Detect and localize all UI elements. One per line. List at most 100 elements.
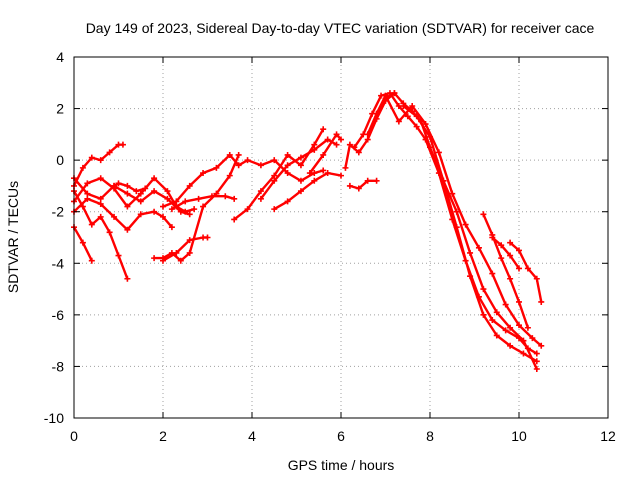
data-point <box>195 195 202 202</box>
data-point <box>213 190 220 197</box>
data-point <box>231 195 238 202</box>
y-tick-label: 0 <box>56 152 64 168</box>
data-point <box>244 157 251 164</box>
data-point <box>320 126 327 133</box>
series-arc-e <box>71 188 131 282</box>
data-point <box>311 177 318 184</box>
data-point <box>271 157 278 164</box>
series-line <box>273 171 343 211</box>
data-point <box>529 335 536 342</box>
data-point <box>151 175 158 182</box>
data-point <box>364 131 371 138</box>
series-line <box>232 127 325 221</box>
data-point <box>320 151 327 158</box>
data-point <box>507 342 514 349</box>
data-point <box>480 211 487 218</box>
data-point <box>516 322 522 329</box>
series-arc-v <box>489 234 522 272</box>
data-point <box>462 221 469 228</box>
y-axis-label: SDTVAR / TECUs <box>5 181 21 293</box>
data-point <box>119 141 126 148</box>
data-point <box>137 198 144 205</box>
data-point <box>97 200 104 207</box>
series-arc-k <box>160 234 211 264</box>
data-point <box>124 275 131 282</box>
data-point <box>373 177 380 184</box>
data-point <box>151 188 158 195</box>
data-point <box>435 149 442 156</box>
data-point <box>467 249 474 256</box>
series-arc-c <box>71 175 198 215</box>
data-point <box>271 206 278 213</box>
series-arc-o <box>306 131 344 177</box>
data-point <box>111 182 118 189</box>
series-arc-n <box>271 170 344 213</box>
series-arc-t <box>400 102 540 365</box>
data-point <box>124 190 131 197</box>
series-line <box>152 153 240 262</box>
data-point <box>498 242 505 249</box>
series-line <box>161 153 325 208</box>
series-line <box>353 91 538 355</box>
data-point <box>97 195 104 202</box>
data-point <box>222 193 229 200</box>
data-point <box>106 229 113 236</box>
data-point <box>124 182 131 189</box>
data-point <box>226 151 233 158</box>
data-point <box>79 164 86 171</box>
data-point <box>507 252 514 259</box>
axis-ticks: 0 2 4 6 8 10 12 -10 -8 -6 -4 -2 0 2 4 <box>44 49 616 444</box>
data-point <box>106 149 113 156</box>
y-tick-label: -4 <box>52 255 65 271</box>
data-point <box>480 286 487 293</box>
data-point <box>226 172 233 179</box>
data-point <box>231 216 238 223</box>
data-point <box>520 350 527 357</box>
data-point <box>284 151 291 158</box>
data-point <box>186 182 193 189</box>
data-point <box>516 247 522 254</box>
data-point <box>324 170 331 177</box>
x-axis-label: GPS time / hours <box>288 457 395 473</box>
series-arc-j <box>151 151 242 264</box>
data-point <box>489 317 496 324</box>
data-point <box>364 136 371 143</box>
data-point <box>409 102 416 109</box>
data-point <box>346 182 353 189</box>
data-point <box>520 337 527 344</box>
x-tick-label: 4 <box>248 428 256 444</box>
data-point <box>84 180 91 187</box>
data-point <box>173 198 180 205</box>
data-point <box>502 301 509 308</box>
data-point <box>271 172 278 179</box>
data-point <box>173 249 180 256</box>
data-point <box>84 190 91 197</box>
data-point <box>151 208 158 215</box>
y-tick-label: -8 <box>52 358 65 374</box>
data-point <box>186 211 193 218</box>
data-point <box>391 90 398 97</box>
data-point <box>351 144 358 151</box>
data-point <box>284 170 291 177</box>
data-point <box>475 244 482 251</box>
series-line <box>375 94 543 347</box>
data-point <box>453 208 460 215</box>
data-point <box>320 167 327 174</box>
data-point <box>115 180 122 187</box>
data-point <box>507 239 514 246</box>
data-point <box>507 324 514 331</box>
data-point <box>333 131 340 138</box>
data-point <box>373 110 380 117</box>
data-point <box>507 275 514 282</box>
data-point <box>449 190 456 197</box>
data-point <box>297 177 304 184</box>
data-point <box>338 136 344 143</box>
y-tick-label: 2 <box>56 101 64 117</box>
data-point <box>88 257 95 264</box>
data-point <box>489 270 496 277</box>
data-point <box>297 154 304 161</box>
data-point <box>422 121 429 128</box>
series-line <box>259 138 338 201</box>
data-point <box>137 211 144 218</box>
